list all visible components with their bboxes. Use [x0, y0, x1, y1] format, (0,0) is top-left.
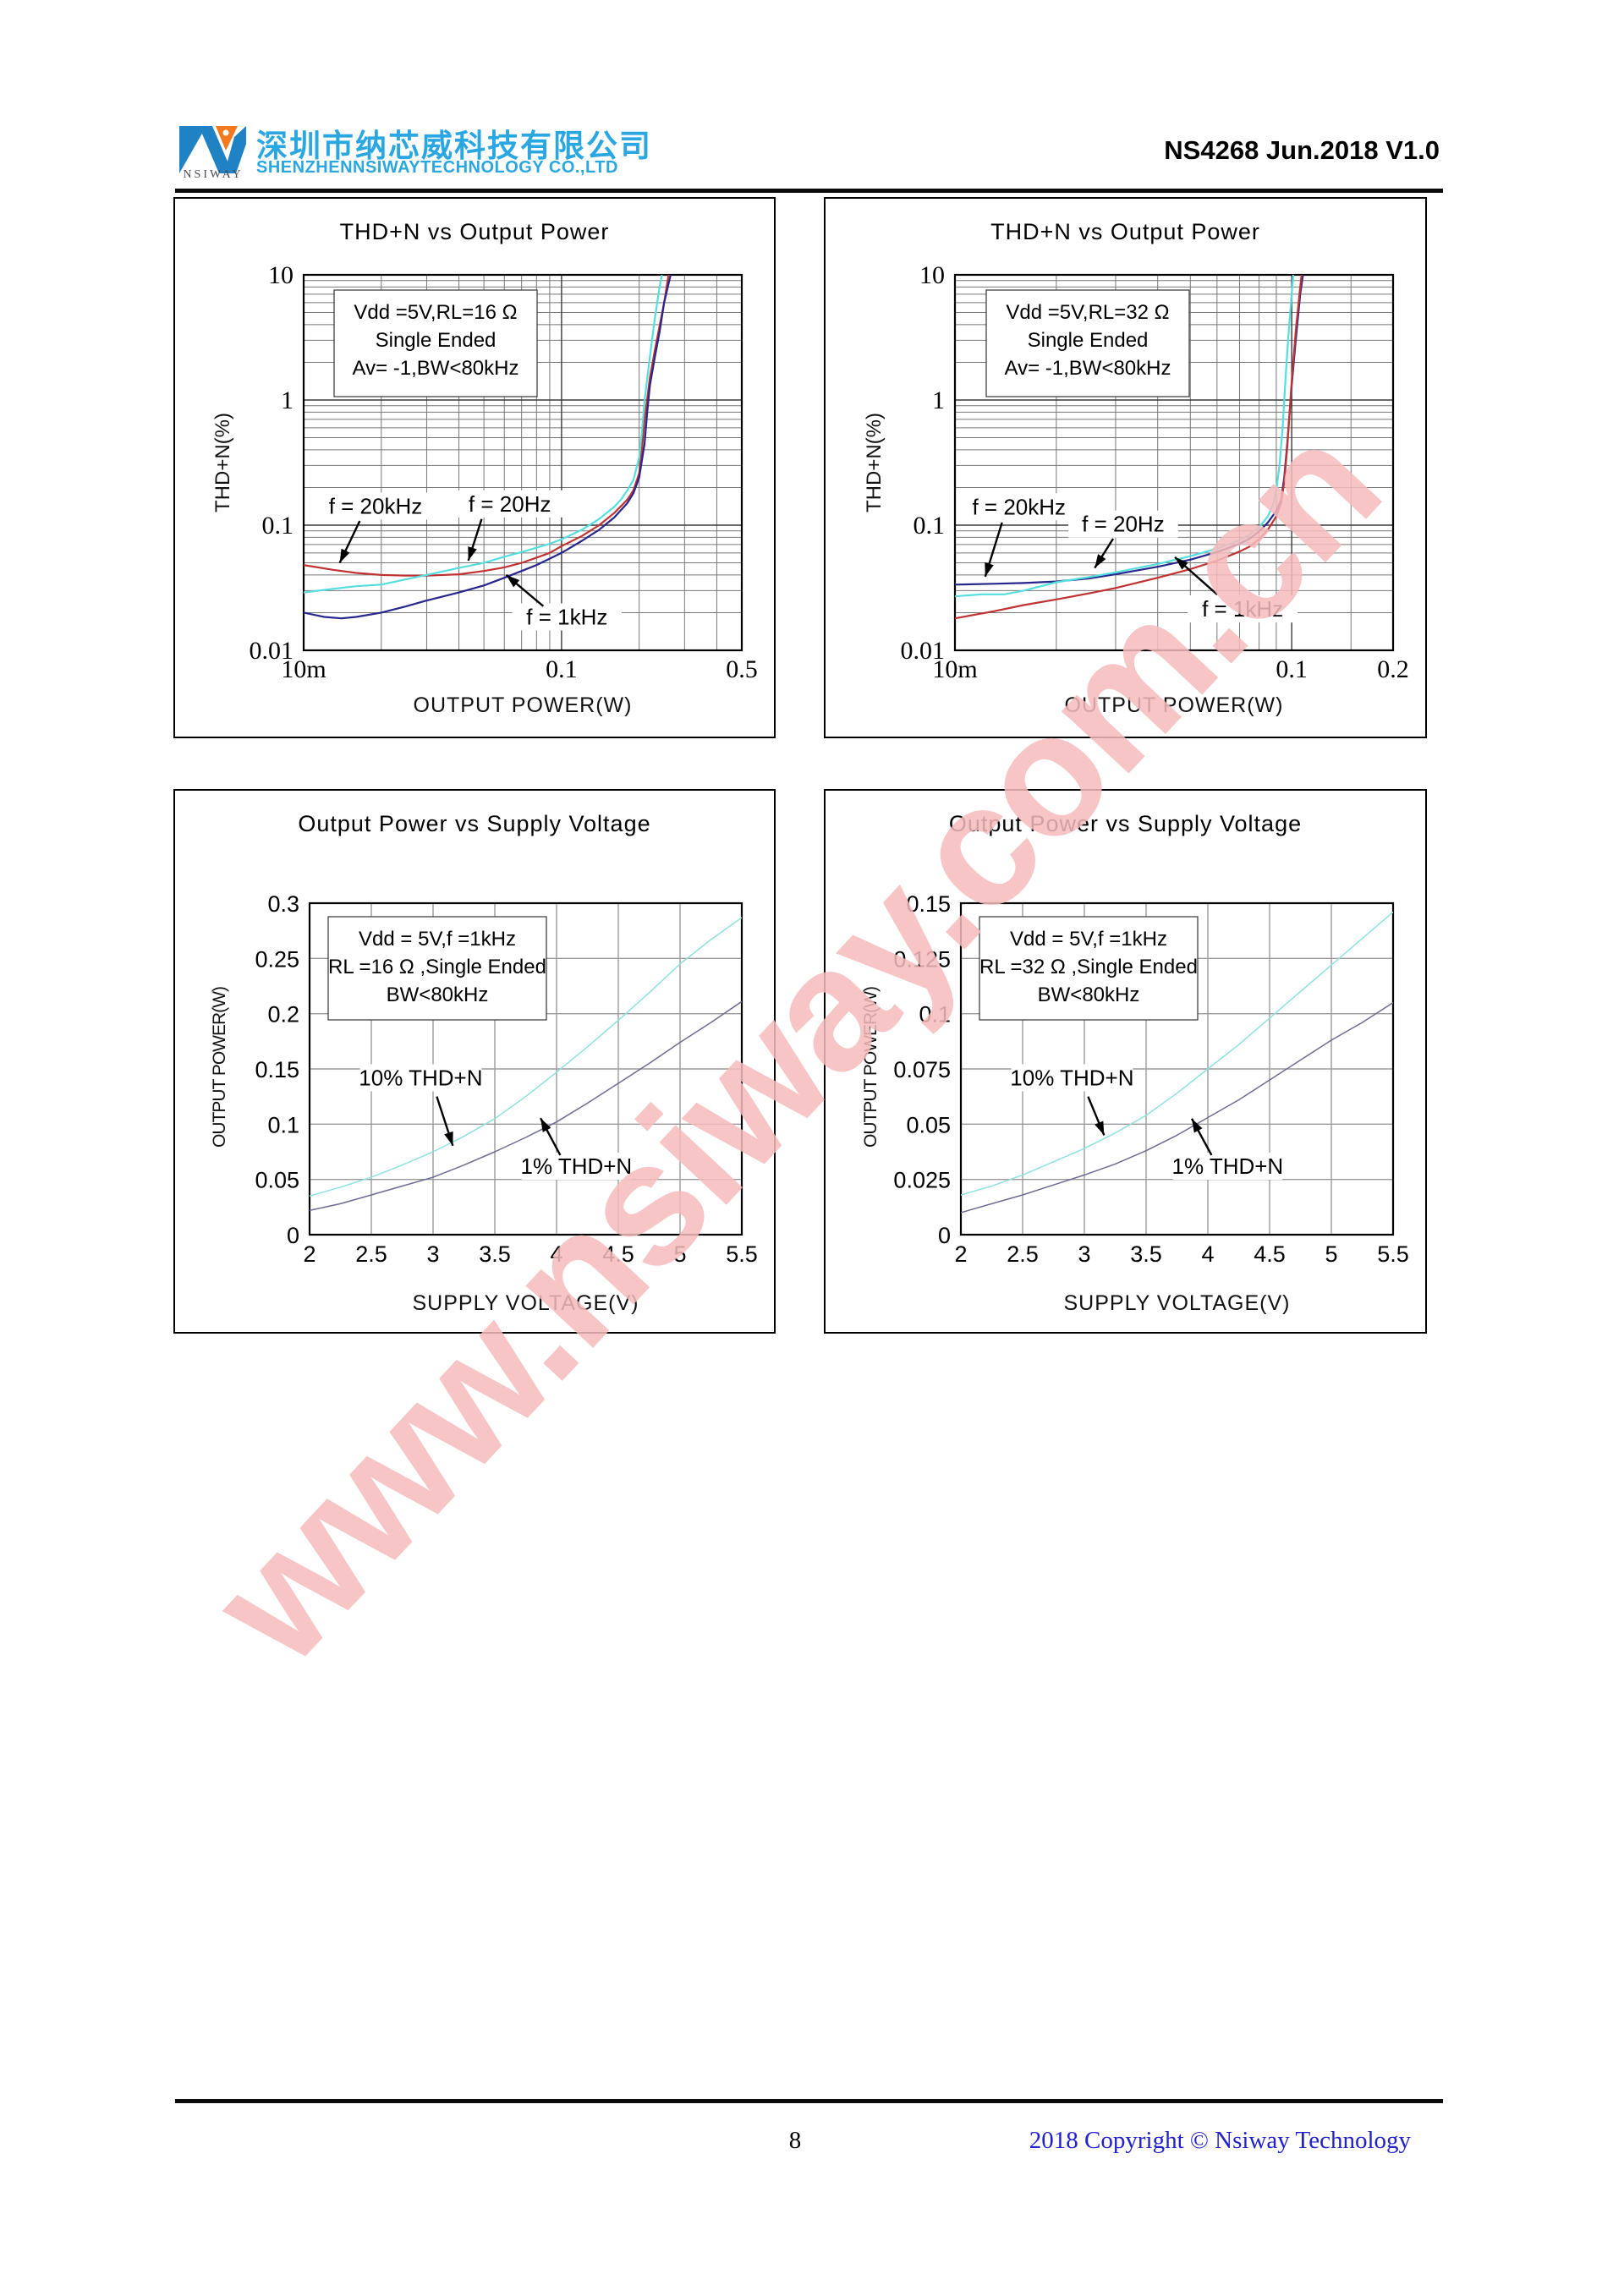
svg-text:BW<80kHz: BW<80kHz	[1038, 984, 1140, 1006]
header-divider	[175, 189, 1443, 193]
svg-text:3: 3	[426, 1241, 439, 1267]
svg-text:0.1: 0.1	[919, 1002, 951, 1027]
svg-text:10: 10	[919, 261, 945, 289]
svg-text:1% THD+N: 1% THD+N	[1171, 1153, 1283, 1179]
chart-output-power-vs-supply-voltage-32ohm: Output Power vs Supply Voltage SUPPLY VO…	[824, 789, 1427, 1334]
svg-text:f = 20Hz: f = 20Hz	[1082, 512, 1165, 537]
company-name-english: SHENZHENNSIWAYTECHNOLOGY CO.,LTD	[256, 158, 618, 177]
svg-text:10% THD+N: 10% THD+N	[1010, 1065, 1133, 1090]
svg-text:0.01: 0.01	[250, 637, 294, 665]
svg-text:0.05: 0.05	[906, 1112, 951, 1137]
svg-text:0.15: 0.15	[255, 1057, 299, 1082]
x-axis-label: SUPPLY VOLTAGE(V)	[1063, 1291, 1291, 1315]
plot-area: 10m 0.1 0.2 10 1 0.1 0.01 Vdd =5V,RL=32 Ω Single…	[901, 261, 1409, 683]
svg-text:f = 20kHz: f = 20kHz	[329, 493, 423, 518]
svg-text:0.075: 0.075	[893, 1057, 951, 1082]
svg-text:5.5: 5.5	[1377, 1241, 1409, 1267]
plot-area: 10m 0.1 0.5 10 1 0.1 0.01 Vdd =5V,RL=16 Ω Single…	[250, 261, 758, 683]
svg-text:0.3: 0.3	[267, 891, 299, 917]
plot-area: 2 2.5 3 3.5 4 4.5 5 5.5 0.15 0.125 0.1 0.075 0.05 0.0…	[893, 891, 1409, 1267]
chart-title: Output Power vs Supply Voltage	[948, 811, 1303, 836]
svg-text:0: 0	[938, 1223, 951, 1248]
svg-text:2: 2	[954, 1241, 967, 1267]
svg-text:2.5: 2.5	[355, 1241, 387, 1267]
x-axis-label: OUTPUT POWER(W)	[1064, 693, 1284, 717]
svg-text:3.5: 3.5	[1130, 1241, 1162, 1267]
svg-text:2: 2	[303, 1241, 315, 1267]
svg-text:BW<80kHz: BW<80kHz	[387, 984, 489, 1006]
svg-text:0.15: 0.15	[906, 891, 951, 917]
svg-text:5.5: 5.5	[726, 1241, 758, 1267]
x-axis-label: OUTPUT POWER(W)	[413, 693, 633, 717]
page-number: 8	[788, 2127, 802, 2154]
svg-text:Single Ended: Single Ended	[1028, 329, 1149, 352]
svg-text:5: 5	[1325, 1241, 1337, 1267]
chart-thdn-vs-output-power-16ohm: THD+N vs Output Power OUTPUT POWER(W) TH…	[173, 197, 776, 738]
company-name-chinese: 深圳市纳芯威科技有限公司	[256, 129, 652, 163]
svg-text:0.5: 0.5	[726, 655, 758, 683]
svg-text:f = 1kHz: f = 1kHz	[1202, 596, 1283, 622]
svg-text:0: 0	[287, 1223, 299, 1248]
svg-text:4.5: 4.5	[602, 1241, 634, 1267]
svg-text:10m: 10m	[932, 655, 977, 683]
svg-text:0.01: 0.01	[901, 637, 946, 665]
chart-title: THD+N vs Output Power	[990, 219, 1260, 244]
svg-text:Av= -1,BW<80kHz: Av= -1,BW<80kHz	[353, 357, 519, 380]
svg-text:0.125: 0.125	[893, 946, 951, 972]
x-axis-label: SUPPLY VOLTAGE(V)	[412, 1291, 639, 1315]
svg-text:5: 5	[673, 1241, 686, 1267]
svg-text:10% THD+N: 10% THD+N	[359, 1065, 482, 1090]
svg-text:10: 10	[268, 261, 294, 289]
svg-text:1: 1	[281, 386, 294, 414]
svg-text:0.05: 0.05	[255, 1168, 299, 1193]
logo-wordmark: NSIWAY	[183, 168, 244, 181]
chart-title: THD+N vs Output Power	[339, 219, 610, 244]
svg-text:4: 4	[550, 1241, 562, 1267]
svg-text:0.25: 0.25	[255, 946, 299, 972]
svg-text:1% THD+N: 1% THD+N	[520, 1153, 632, 1179]
svg-text:3: 3	[1078, 1241, 1090, 1267]
svg-text:10m: 10m	[281, 655, 326, 683]
chart-title: Output Power vs Supply Voltage	[298, 811, 651, 836]
svg-text:Single Ended: Single Ended	[376, 329, 497, 352]
svg-text:Vdd = 5V,f =1kHz: Vdd = 5V,f =1kHz	[1010, 928, 1167, 951]
document-title: NS4268 Jun.2018 V1.0	[1164, 135, 1440, 165]
svg-text:RL =32 Ω ,Single Ended: RL =32 Ω ,Single Ended	[979, 956, 1198, 978]
svg-text:RL =16 Ω ,Single Ended: RL =16 Ω ,Single Ended	[328, 956, 546, 978]
footer-divider	[175, 2099, 1443, 2103]
svg-text:0.1: 0.1	[267, 1112, 299, 1137]
svg-text:0.1: 0.1	[914, 512, 946, 540]
svg-text:0.2: 0.2	[1377, 655, 1409, 683]
svg-text:4: 4	[1201, 1241, 1214, 1267]
nsiway-logo	[179, 126, 246, 173]
svg-text:0.2: 0.2	[267, 1002, 299, 1027]
svg-text:0.1: 0.1	[262, 512, 294, 540]
svg-text:Av= -1,BW<80kHz: Av= -1,BW<80kHz	[1005, 357, 1171, 380]
svg-text:f = 20Hz: f = 20Hz	[469, 491, 551, 517]
svg-text:f = 1kHz: f = 1kHz	[526, 604, 607, 629]
svg-text:Vdd =5V,RL=32 Ω: Vdd =5V,RL=32 Ω	[1006, 301, 1169, 324]
svg-text:0.1: 0.1	[1276, 655, 1308, 683]
svg-text:Vdd = 5V,f =1kHz: Vdd = 5V,f =1kHz	[359, 928, 516, 951]
svg-text:3.5: 3.5	[479, 1241, 511, 1267]
chart-thdn-vs-output-power-32ohm: THD+N vs Output Power OUTPUT POWER(W) TH…	[824, 197, 1427, 738]
svg-text:0.1: 0.1	[546, 655, 578, 683]
svg-text:1: 1	[932, 386, 945, 414]
svg-text:0.025: 0.025	[893, 1168, 951, 1193]
svg-text:2.5: 2.5	[1007, 1241, 1039, 1267]
chart-output-power-vs-supply-voltage-16ohm: Output Power vs Supply Voltage SUPPLY VO…	[173, 789, 776, 1334]
svg-text:Vdd =5V,RL=16 Ω: Vdd =5V,RL=16 Ω	[354, 301, 517, 324]
plot-area: 2 2.5 3 3.5 4 4.5 5 5.5 0.3 0.25 0.2 0.15 0.1 0.05 0 Vd…	[255, 891, 758, 1267]
svg-text:f = 20kHz: f = 20kHz	[972, 494, 1066, 519]
svg-text:4.5: 4.5	[1254, 1241, 1286, 1267]
copyright-notice: 2018 Copyright © Nsiway Technology	[1029, 2127, 1411, 2154]
